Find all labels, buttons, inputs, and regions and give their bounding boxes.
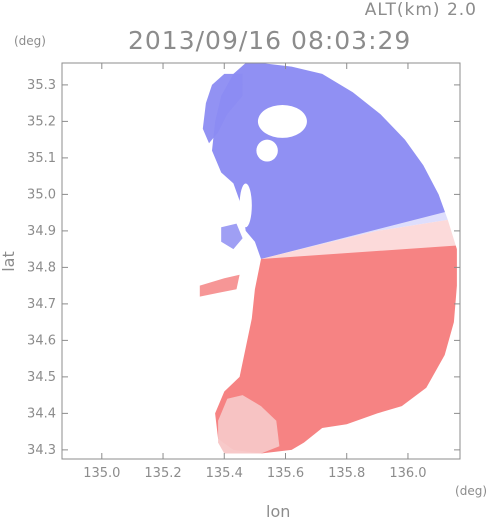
y-tick-label: 35.2: [27, 114, 56, 129]
x-tick-label: 135.4: [206, 466, 243, 481]
field-echo-west-blue: [202, 73, 243, 144]
y-axis-unit: (deg): [14, 34, 46, 48]
y-tick-label: 35.1: [27, 151, 56, 166]
field-near-range-light: [218, 395, 280, 454]
x-tick-label: 135.8: [328, 466, 365, 481]
plot-frame: [61, 62, 461, 460]
y-tick-label: 34.3: [27, 443, 56, 458]
y-tick-label: 34.6: [27, 333, 56, 348]
chart-title-timestamp: 2013/09/16 08:03:29: [128, 26, 412, 55]
lake-gap-south: [256, 139, 278, 162]
y-tick-label: 34.5: [27, 370, 56, 385]
y-tick-label: 34.8: [27, 260, 56, 275]
y-tick-label: 34.7: [27, 297, 56, 312]
y-tick-label: 35.3: [27, 78, 56, 93]
x-axis-unit: (deg): [455, 484, 487, 498]
y-tick-label: 34.4: [27, 406, 56, 421]
y-tick-label: 34.9: [27, 224, 56, 239]
x-tick-label: 135.2: [144, 466, 181, 481]
velocity-field-layer: [199, 63, 457, 454]
field-echo-sw-red: [199, 274, 240, 297]
x-tick-label: 135.0: [83, 466, 120, 481]
y-tick-label: 35.0: [27, 187, 56, 202]
field-echo-w-blue: [221, 223, 243, 250]
x-tick-label: 136.0: [389, 466, 426, 481]
field-receding: [215, 219, 457, 454]
x-tick-label: 135.6: [267, 466, 304, 481]
altitude-label: ALT(km) 2.0: [364, 0, 477, 20]
x-axis-label: lon: [266, 502, 291, 521]
zero-velocity-band: [261, 208, 457, 259]
lake-gap-north: [257, 104, 307, 138]
axis-ticks: 135.0 135.2 135.4 135.6 135.8 136.0 34.3 34.4 34…: [27, 63, 460, 481]
gap-west: [239, 183, 252, 228]
